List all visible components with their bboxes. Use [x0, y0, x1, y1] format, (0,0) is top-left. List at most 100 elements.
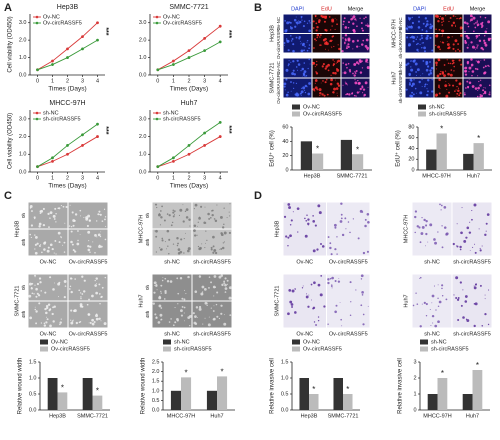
group-label: MHCC-97H: [391, 19, 397, 47]
texture-dot: [427, 90, 429, 93]
micrograph: [452, 274, 492, 328]
texture-dot: [361, 27, 363, 30]
texture-dot: [471, 45, 475, 49]
texture-dot: [307, 92, 311, 96]
texture-dot: [292, 43, 295, 46]
texture-dot: [296, 21, 299, 25]
micrograph: [434, 58, 463, 78]
texture-dot: [292, 87, 295, 90]
texture-dot: [154, 203, 158, 206]
texture-dot: [347, 26, 350, 29]
texture-dot: [447, 72, 450, 76]
texture-dot: [426, 93, 429, 97]
texture-dot: [38, 245, 41, 247]
texture-dot: [441, 34, 444, 36]
y-tick-label: 1.0: [139, 152, 147, 158]
texture-dot: [367, 49, 369, 51]
texture-dot: [197, 245, 200, 248]
texture-dot: [229, 203, 231, 205]
texture-dot: [184, 289, 186, 291]
texture-dot: [431, 294, 435, 298]
y-tick-label: 1.0: [29, 375, 37, 381]
texture-dot: [323, 20, 326, 23]
texture-dot: [294, 25, 297, 28]
point: [187, 152, 191, 156]
texture-dot: [366, 250, 369, 253]
texture-dot: [104, 276, 107, 279]
texture-dot: [59, 321, 62, 324]
texture-dot: [468, 44, 470, 46]
point: [203, 131, 207, 135]
texture-dot: [433, 285, 436, 287]
texture-dot: [412, 93, 415, 96]
texture-dot: [306, 293, 308, 295]
significance: ***: [102, 27, 109, 35]
texture-dot: [38, 222, 42, 226]
texture-dot: [449, 73, 453, 77]
texture-dot: [346, 45, 348, 47]
bar: [427, 394, 438, 410]
texture-dot: [208, 218, 211, 220]
texture-dot: [471, 85, 475, 88]
bar: [437, 378, 448, 410]
y-tick-label: 1: [413, 391, 416, 397]
bar: [82, 378, 93, 410]
texture-dot: [81, 275, 84, 278]
texture-dot: [35, 295, 38, 298]
significance: ***: [225, 30, 232, 38]
texture-dot: [426, 65, 430, 68]
texture-dot: [441, 225, 443, 227]
texture-dot: [459, 245, 462, 249]
texture-dot: [459, 26, 463, 30]
texture-dot: [228, 286, 232, 290]
legend-label: Ov-NC: [303, 104, 320, 110]
texture-dot: [423, 85, 426, 88]
texture-dot: [34, 274, 36, 277]
texture-dot: [179, 277, 183, 280]
texture-dot: [455, 16, 457, 17]
texture-dot: [328, 16, 331, 18]
texture-dot: [483, 39, 486, 42]
texture-dot: [189, 225, 191, 227]
point: [66, 144, 69, 147]
legend-marker: [35, 15, 39, 19]
texture-dot: [180, 309, 183, 313]
texture-dot: [326, 93, 329, 96]
texture-dot: [341, 50, 344, 53]
y-tick-label: 0: [413, 407, 416, 413]
texture-dot: [172, 211, 175, 214]
texture-dot: [353, 63, 357, 66]
texture-dot: [460, 34, 463, 37]
texture-dot: [475, 22, 477, 24]
micrograph: [283, 34, 312, 53]
texture-dot: [468, 81, 472, 85]
significance: *: [184, 368, 187, 377]
texture-dot: [101, 286, 104, 289]
texture-dot: [437, 20, 440, 23]
texture-dot: [349, 281, 352, 284]
texture-dot: [290, 81, 292, 83]
texture-dot: [476, 21, 479, 23]
texture-dot: [288, 289, 292, 292]
texture-dot: [176, 317, 179, 321]
x-tick-label: 4: [96, 175, 99, 181]
texture-dot: [177, 248, 181, 251]
texture-dot: [437, 231, 439, 233]
significance: *: [441, 369, 444, 378]
texture-dot: [364, 81, 368, 85]
texture-dot: [164, 291, 167, 294]
texture-dot: [441, 284, 444, 287]
point: [172, 159, 175, 163]
texture-dot: [297, 95, 299, 97]
texture-dot: [160, 284, 163, 287]
texture-dot: [301, 19, 303, 21]
texture-dot: [98, 283, 101, 286]
texture-dot: [367, 86, 369, 88]
texture-dot: [201, 285, 205, 289]
point: [218, 135, 222, 138]
texture-dot: [464, 295, 468, 298]
texture-dot: [63, 241, 66, 244]
texture-dot: [291, 38, 294, 40]
texture-dot: [362, 39, 365, 42]
texture-dot: [159, 210, 162, 212]
